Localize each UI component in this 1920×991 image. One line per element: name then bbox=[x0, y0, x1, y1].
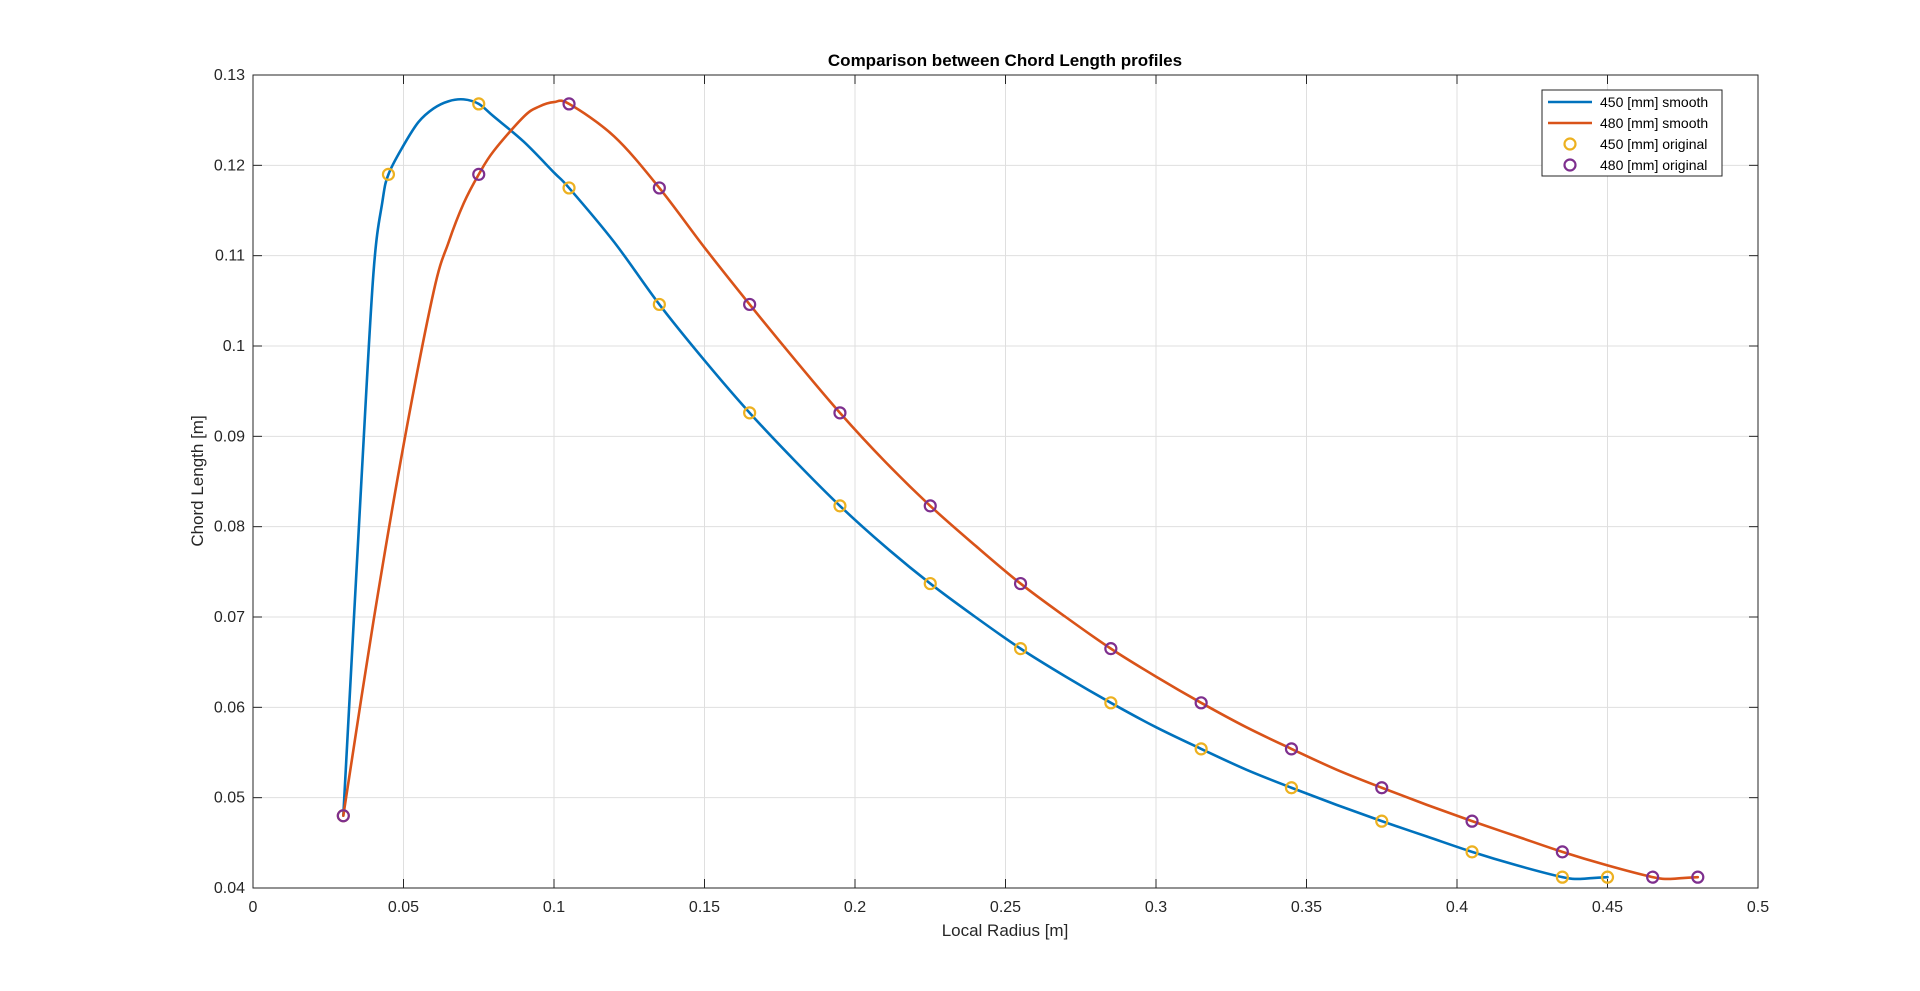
y-tick-label: 0.13 bbox=[214, 67, 245, 84]
data-point-480-mm-original bbox=[1194, 696, 1208, 710]
data-point-480-mm-original bbox=[1646, 870, 1660, 884]
data-point-450-mm-original bbox=[472, 97, 486, 111]
legend-label-480-mm-smooth: 480 [mm] smooth bbox=[1600, 115, 1708, 131]
y-tick-label: 0.07 bbox=[214, 609, 245, 626]
data-point-480-mm-original bbox=[1104, 642, 1118, 656]
y-tick-label: 0.05 bbox=[214, 790, 245, 807]
data-point-450-mm-original bbox=[923, 576, 937, 591]
data-point-450-mm-original bbox=[1600, 870, 1615, 884]
x-tick-label: 0 bbox=[249, 899, 258, 916]
y-axis-label: Chord Length [m] bbox=[188, 415, 207, 546]
y-tick-label: 0.08 bbox=[214, 519, 245, 536]
x-tick-label: 0.45 bbox=[1592, 899, 1623, 916]
data-point-450-mm-original bbox=[652, 297, 666, 312]
x-tick-label: 0.5 bbox=[1747, 899, 1769, 916]
data-point-450-mm-original bbox=[1194, 742, 1208, 756]
data-point-480-mm-original bbox=[652, 181, 666, 195]
legend-label-480-mm-original: 480 [mm] original bbox=[1600, 157, 1707, 173]
data-point-480-mm-original bbox=[562, 97, 576, 111]
y-tick-label: 0.04 bbox=[214, 880, 245, 897]
data-point-450-mm-original bbox=[1375, 814, 1389, 828]
data-point-450-mm-original bbox=[1555, 870, 1569, 884]
data-point-450-mm-original bbox=[1284, 781, 1299, 795]
legend-box bbox=[1541, 89, 1723, 177]
y-tick-label: 0.11 bbox=[215, 248, 245, 265]
x-tick-label: 0.2 bbox=[844, 899, 866, 916]
axes-box bbox=[252, 74, 1759, 889]
data-point-450-mm-original bbox=[1013, 642, 1028, 656]
data-point-480-mm-original bbox=[1284, 742, 1299, 756]
data-point-450-mm-original bbox=[1104, 696, 1118, 710]
data-point-480-mm-original bbox=[833, 406, 847, 420]
x-axis-label: Local Radius [m] bbox=[942, 921, 1069, 940]
series-line-480-mm-smooth bbox=[342, 99, 1700, 881]
data-point-450-mm-original bbox=[1465, 845, 1479, 859]
y-tick-label: 0.12 bbox=[214, 157, 245, 174]
legend-label-450-mm-original: 450 [mm] original bbox=[1600, 136, 1707, 152]
data-point-480-mm-original bbox=[923, 499, 937, 513]
data-point-480-mm-original bbox=[472, 167, 486, 181]
chart-title: Comparison between Chord Length profiles bbox=[828, 51, 1182, 70]
legend-entries: 450 [mm] smooth 480 [mm] smooth 450 [mm] o… bbox=[1548, 94, 1708, 173]
x-tick-label: 0.05 bbox=[388, 899, 419, 916]
y-tick-label: 0.1 bbox=[223, 338, 245, 355]
y-tick-label: 0.09 bbox=[214, 428, 245, 445]
x-tick-label: 0.1 bbox=[543, 899, 565, 916]
series-line-450-mm-smooth bbox=[342, 97, 1609, 881]
data-point-480-mm-original bbox=[1013, 576, 1028, 591]
data-point-480-mm-original bbox=[1555, 845, 1569, 859]
data-point-450-mm-original bbox=[562, 181, 576, 195]
data-point-480-mm-original bbox=[1375, 781, 1389, 795]
data-point-450-mm-original bbox=[743, 406, 757, 420]
data-point-480-mm-original bbox=[1691, 870, 1705, 884]
data-point-480-mm-original bbox=[743, 297, 757, 312]
legend-label-450-mm-smooth: 450 [mm] smooth bbox=[1600, 94, 1708, 110]
legend-swatch-480-mm-original bbox=[1563, 158, 1577, 172]
x-tick-label: 0.15 bbox=[689, 899, 720, 916]
series-markers bbox=[336, 97, 1705, 884]
legend-swatch-450-mm-original bbox=[1563, 137, 1577, 151]
series-lines bbox=[342, 97, 1700, 881]
x-tick-labels: 0 0.05 0.1 0.15 0.2 0.25 0.3 0.35 0.4 0.45 0.5 bbox=[249, 899, 1770, 916]
y-tick-label: 0.06 bbox=[214, 699, 245, 716]
data-point-480-mm-original bbox=[1465, 814, 1479, 828]
x-tick-label: 0.25 bbox=[990, 899, 1021, 916]
legend[interactable]: 450 [mm] smooth 480 [mm] smooth 450 [mm] o… bbox=[1541, 89, 1723, 177]
y-tick-labels: 0.04 0.05 0.06 0.07 0.08 0.09 0.1 0.11 0.12 0.13 bbox=[214, 67, 245, 897]
data-point-450-mm-original bbox=[381, 167, 396, 181]
data-point-450-mm-original bbox=[833, 499, 847, 513]
x-tick-label: 0.35 bbox=[1291, 899, 1322, 916]
data-point-480-mm-original bbox=[336, 809, 350, 823]
x-tick-label: 0.4 bbox=[1446, 899, 1468, 916]
x-tick-label: 0.3 bbox=[1145, 899, 1167, 916]
